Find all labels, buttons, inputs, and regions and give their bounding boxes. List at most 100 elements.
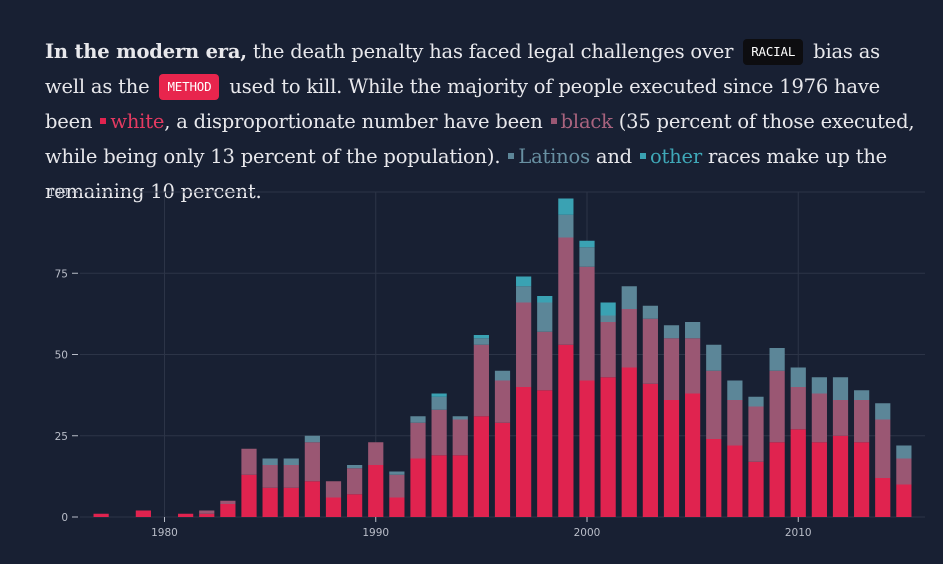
intro-text: used to kill. While the majority of peop… xyxy=(45,74,880,133)
bar-white xyxy=(727,445,743,517)
bar-latino xyxy=(347,465,363,469)
intro-text: and xyxy=(589,144,638,168)
latino-swatch-icon xyxy=(508,152,515,159)
y-tick-label: 25 xyxy=(55,431,68,443)
latino-label: Latinos xyxy=(518,144,590,168)
black-swatch-icon xyxy=(550,117,557,124)
bar-black xyxy=(283,465,299,488)
bar-white xyxy=(410,458,426,517)
bar-white xyxy=(347,494,363,517)
bar-latino xyxy=(558,214,574,238)
bar-white xyxy=(558,344,574,517)
bar-white xyxy=(642,383,658,517)
intro-lead: In the modern era, xyxy=(45,39,247,63)
chart-axes: 0 25 50 75 100 1980 1990 2000 2010 xyxy=(48,187,812,539)
bar-latino xyxy=(452,416,468,420)
bar-black xyxy=(811,393,827,443)
bar-white xyxy=(790,429,806,517)
method-button[interactable]: METHOD xyxy=(159,73,220,100)
bar-latino xyxy=(642,305,658,319)
bar-black xyxy=(600,322,616,378)
intro-text: bias as well as the xyxy=(45,39,880,98)
bar-black xyxy=(431,409,447,456)
bar-black xyxy=(494,380,511,423)
bar-white xyxy=(135,510,151,517)
bar-white xyxy=(811,442,827,517)
intro-text: races make up the remaining 10 percent. xyxy=(45,144,888,203)
bar-white xyxy=(896,484,912,517)
bar-latino xyxy=(579,247,595,267)
bar-black xyxy=(220,500,236,504)
bar-black xyxy=(473,344,489,417)
racial-button[interactable]: RACIAL xyxy=(743,38,804,65)
bar-latino xyxy=(875,403,891,420)
bar-white xyxy=(579,380,595,517)
bar-white xyxy=(516,387,532,517)
bar-latino xyxy=(811,377,827,394)
bar-latino xyxy=(685,322,701,339)
bar-black xyxy=(579,266,595,381)
bar-latino xyxy=(262,458,278,465)
bar-white xyxy=(368,465,384,517)
y-tick-label: 75 xyxy=(55,268,68,280)
bar-black xyxy=(368,442,384,465)
bar-black xyxy=(537,331,553,391)
bar-black xyxy=(452,419,468,456)
bar-black xyxy=(706,370,722,439)
bar-latino xyxy=(769,348,785,371)
bar-black xyxy=(685,338,701,394)
bar-white xyxy=(93,513,109,517)
bar-latino xyxy=(473,338,489,345)
intro-paragraph: In the modern era, the death penalty has… xyxy=(45,34,925,209)
bar-black xyxy=(325,481,342,498)
bar-latino xyxy=(854,390,870,400)
bar-latino xyxy=(706,344,722,371)
bar-black xyxy=(262,465,278,488)
bar-latino xyxy=(663,325,680,339)
bar-other xyxy=(537,296,553,303)
bar-black xyxy=(727,400,743,446)
bar-black xyxy=(304,442,320,482)
other-label: other xyxy=(649,144,702,168)
bar-white xyxy=(473,416,489,517)
bar-other xyxy=(431,393,447,397)
bar-latino xyxy=(304,435,320,443)
bar-white xyxy=(431,455,447,517)
bar-white xyxy=(685,393,701,517)
bar-black xyxy=(854,400,870,443)
bar-latino xyxy=(748,396,764,407)
bar-white xyxy=(241,474,257,517)
bar-white xyxy=(748,461,764,517)
bar-other xyxy=(579,240,595,248)
bar-white xyxy=(304,481,320,517)
bar-black xyxy=(558,237,574,345)
bar-latino xyxy=(600,315,616,322)
intro-text: the death penalty has faced legal challe… xyxy=(246,39,740,63)
chart-bars xyxy=(93,198,912,517)
bar-white xyxy=(389,497,405,517)
bar-black xyxy=(790,387,806,430)
bar-latino xyxy=(516,286,532,303)
y-tick-label: 50 xyxy=(55,350,68,362)
bar-black xyxy=(516,302,532,387)
white-label: white xyxy=(110,109,165,133)
bar-white xyxy=(178,513,194,517)
bar-black xyxy=(389,474,405,498)
bar-black xyxy=(832,400,849,436)
bar-latino xyxy=(727,380,743,400)
intro-text: , a disproportionate number have been xyxy=(164,109,549,133)
executions-chart: 0 25 50 75 100 1980 1990 2000 2010 xyxy=(48,187,925,539)
y-tick-label: 100 xyxy=(48,187,68,199)
white-swatch-icon xyxy=(100,117,107,124)
bar-white xyxy=(621,367,637,517)
bar-black xyxy=(642,318,658,384)
bar-other xyxy=(516,276,532,287)
bar-white xyxy=(199,513,215,517)
bar-latino xyxy=(896,445,912,459)
bar-white xyxy=(875,478,891,517)
bar-black xyxy=(621,309,637,368)
bar-black xyxy=(663,338,680,400)
bar-white xyxy=(283,487,299,517)
bar-latino xyxy=(537,302,553,332)
other-swatch-icon xyxy=(639,152,646,159)
